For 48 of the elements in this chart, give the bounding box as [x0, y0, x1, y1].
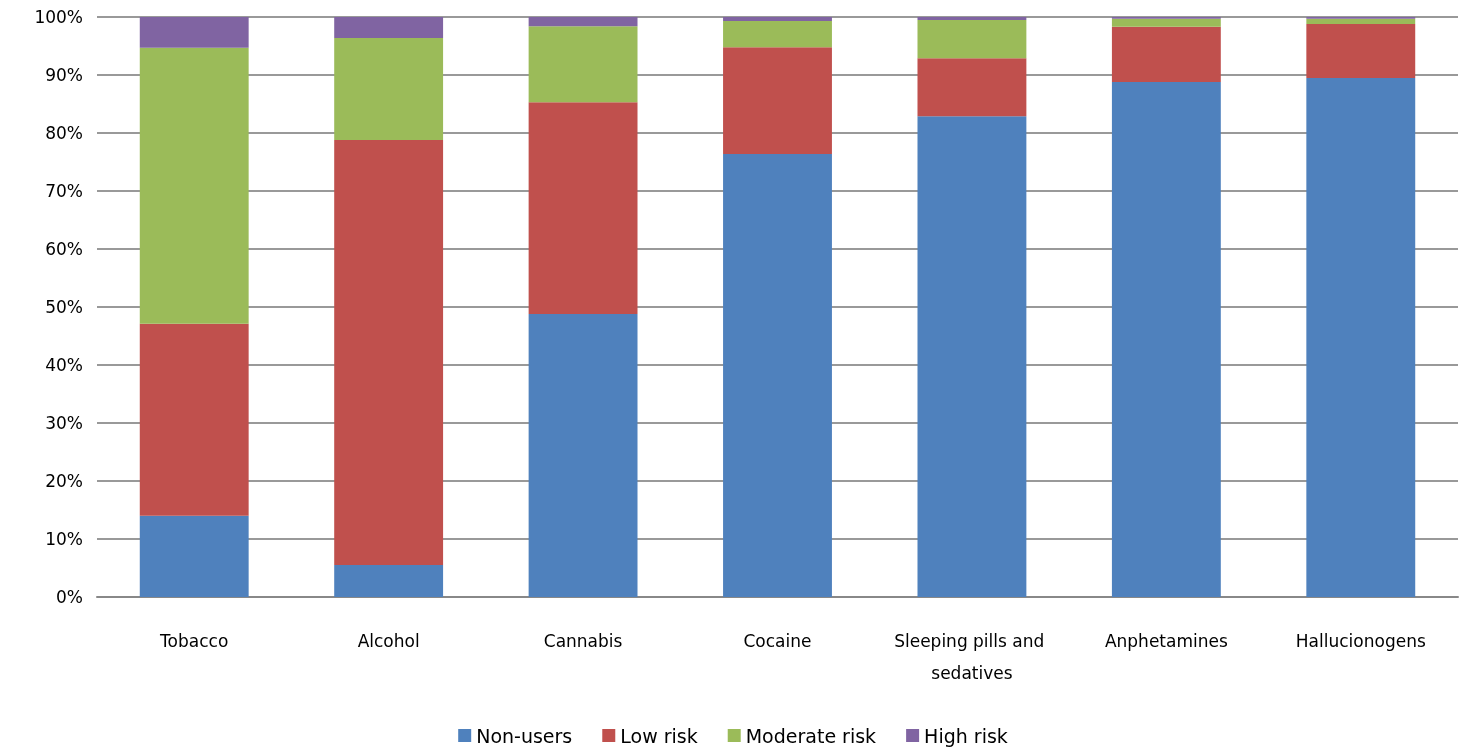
x-tick-label: Anphetamines [1104, 631, 1228, 651]
bar [528, 102, 638, 314]
bar [917, 19, 1027, 59]
bar [723, 153, 832, 597]
y-tick-label: 90% [45, 65, 83, 85]
bar [334, 37, 444, 140]
bar [1111, 26, 1221, 82]
bar [334, 139, 444, 566]
legend-label: Non-users [476, 724, 573, 747]
bar [139, 17, 249, 48]
y-tick-label: 60% [45, 239, 83, 259]
bar [917, 17, 1027, 20]
bar [723, 47, 832, 154]
bar [334, 17, 444, 38]
bar [723, 17, 832, 22]
bar [528, 26, 638, 103]
x-tick-label: Sleeping pills and sedatives [894, 631, 1050, 683]
y-tick-label: 50% [45, 297, 83, 317]
y-tick-label: 30% [45, 413, 83, 433]
y-tick-label: 10% [45, 529, 83, 549]
bar [139, 515, 249, 597]
y-tick-label: 20% [45, 471, 83, 491]
legend-label: Moderate risk [745, 724, 877, 747]
bar [139, 323, 249, 516]
bar [334, 565, 444, 597]
legend-label: Low risk [620, 724, 698, 747]
bar [1111, 18, 1221, 27]
x-tick-label: Alcohol [357, 631, 420, 651]
x-tick-label: Hallucionogens [1295, 631, 1426, 651]
legend-label: High risk [924, 724, 1008, 747]
x-tick-label: Cocaine [743, 631, 812, 651]
y-tick-label: 40% [45, 355, 83, 375]
bar [528, 313, 638, 597]
y-tick-label: 70% [45, 181, 83, 201]
y-tick-label: 0% [56, 587, 83, 607]
bar [528, 17, 638, 27]
bar [917, 58, 1027, 117]
y-tick-label: 80% [45, 123, 83, 143]
bar [1306, 18, 1416, 24]
x-tick-label: Tobacco [159, 631, 229, 651]
x-tick-label: Cannabis [543, 631, 623, 651]
bar [723, 21, 832, 48]
y-tick-label: 100% [34, 7, 83, 27]
bar [917, 116, 1027, 597]
bar [1111, 81, 1221, 597]
bar [1306, 77, 1416, 597]
bar [139, 47, 249, 324]
bar [1306, 23, 1416, 78]
